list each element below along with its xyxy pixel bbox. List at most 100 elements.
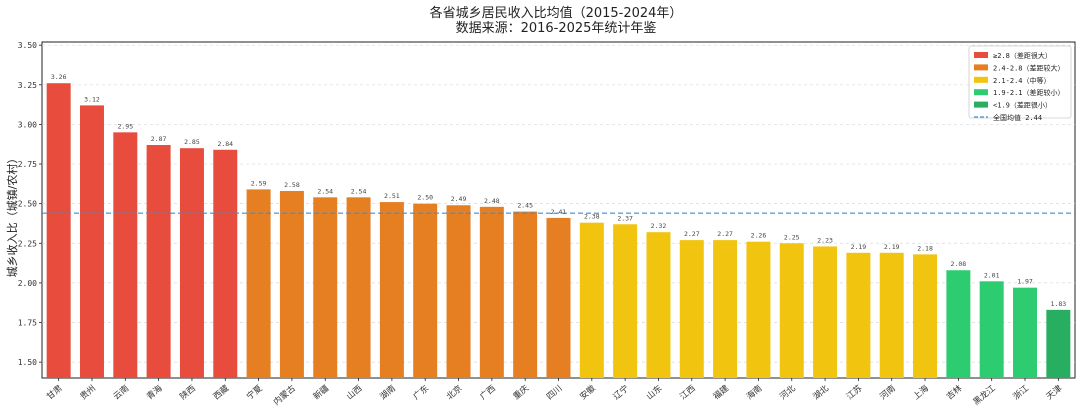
x-tick-label: 福建	[711, 383, 731, 403]
bar-value-label: 2.41	[551, 208, 567, 216]
x-tick-label: 宁夏	[244, 383, 264, 403]
y-tick-label: 3.50	[18, 41, 37, 50]
x-tick-label: 河南	[878, 383, 898, 402]
x-tick-label: 山西	[344, 383, 364, 402]
bar	[879, 252, 904, 378]
x-tick-label: 新疆	[311, 383, 331, 403]
bar-value-label: 2.58	[284, 181, 300, 189]
bar-value-label: 1.83	[1051, 300, 1067, 308]
bar	[246, 189, 271, 378]
bar-value-label: 2.48	[484, 197, 500, 205]
legend-label: 1.9-2.1（差距较小）	[993, 88, 1065, 97]
x-tick-label: 山东	[644, 383, 664, 402]
bar-value-label: 2.25	[784, 233, 800, 241]
bar-value-label: 2.37	[617, 214, 633, 222]
x-tick-label: 贵州	[78, 383, 98, 402]
bar	[513, 211, 538, 378]
bar	[313, 197, 338, 378]
bar-value-label: 3.26	[51, 73, 67, 81]
bar-value-label: 2.49	[451, 195, 467, 203]
bar-value-label: 2.08	[951, 260, 967, 268]
bar	[779, 243, 804, 378]
x-tick-label: 江苏	[844, 383, 864, 403]
bar-value-label: 1.97	[1017, 278, 1033, 286]
legend-swatch	[974, 89, 988, 96]
legend-label: 2.4-2.8（差距较大）	[993, 63, 1065, 72]
y-tick-label: 1.50	[18, 358, 37, 367]
x-tick-label: 海南	[744, 383, 764, 402]
x-tick-label: 河北	[778, 383, 798, 403]
bar-value-label: 2.32	[651, 222, 667, 230]
bar	[46, 83, 71, 378]
bar	[413, 203, 438, 378]
x-tick-label: 辽宁	[611, 383, 631, 402]
x-tick-label: 浙江	[1011, 383, 1031, 403]
bar-value-label: 2.85	[184, 138, 200, 146]
bar	[946, 270, 971, 378]
bar-value-label: 2.87	[151, 135, 167, 143]
bar	[146, 145, 171, 378]
bar-value-label: 2.19	[851, 243, 867, 251]
bar	[613, 224, 638, 378]
chart-title: 各省城乡居民收入比均值（2015-2024年）	[430, 5, 683, 21]
bar	[479, 206, 504, 378]
x-tick-label: 甘肃	[44, 383, 64, 403]
bar	[179, 148, 204, 378]
bar-value-label: 2.54	[351, 187, 367, 195]
y-tick-label: 3.00	[18, 120, 37, 129]
y-tick-label: 2.50	[18, 200, 37, 209]
legend-label: 全国均值 2.44	[993, 113, 1042, 122]
bar-value-label: 2.19	[884, 243, 900, 251]
y-tick-label: 1.75	[18, 319, 37, 328]
bar	[913, 254, 938, 378]
x-tick-label: 内蒙古	[271, 383, 298, 408]
bar-value-label: 2.38	[584, 213, 600, 221]
y-tick-label: 2.25	[18, 239, 37, 248]
legend-swatch	[974, 52, 988, 58]
bar-value-label: 2.54	[317, 187, 333, 195]
bar-value-label: 2.26	[751, 232, 767, 240]
x-tick-label: 黑龙江	[971, 383, 998, 408]
legend-label: <1.9（差距很小）	[993, 101, 1052, 110]
bar	[746, 241, 771, 378]
x-tick-label: 天津	[1044, 383, 1064, 403]
bar	[979, 281, 1004, 378]
bar-value-label: 2.95	[117, 122, 133, 130]
x-tick-label: 重庆	[511, 383, 531, 403]
x-ticks: 甘肃 贵州 云南 青海 陕西 西藏 宁夏 内蒙古 新疆 山西 湖南 广东 北京 广西 重庆 四川 安徽 辽宁 山东江…	[44, 378, 1065, 408]
x-tick-label: 广东	[411, 383, 431, 402]
bar	[346, 197, 371, 378]
bar-value-label: 2.23	[817, 236, 833, 244]
y-tick-label: 3.25	[18, 81, 37, 90]
x-tick-label: 四川	[545, 384, 564, 403]
bar-value-label: 2.45	[517, 202, 533, 210]
bar-value-label: 2.18	[917, 244, 933, 252]
bar	[1013, 287, 1038, 378]
x-tick-label: 湖南	[378, 383, 398, 402]
bar	[813, 246, 838, 378]
x-tick-label: 吉林	[944, 383, 964, 403]
x-tick-label: 青海	[144, 383, 164, 403]
legend: ≥2.8（差距很大） 2.4-2.8（差距较大） 2.1-2.4（中等） 1.9-2.…	[968, 45, 1072, 122]
bar	[646, 232, 671, 378]
legend-swatch	[974, 76, 988, 83]
chart-subtitle: 数据来源：2016-2025年统计年鉴	[456, 21, 657, 36]
bar	[379, 202, 404, 378]
bar	[713, 240, 738, 378]
x-tick-label: 上海	[911, 383, 931, 403]
legend-label: 2.1-2.4（中等）	[993, 76, 1051, 85]
x-tick-label: 西藏	[211, 383, 231, 403]
bar-value-label: 2.27	[717, 230, 733, 238]
legend-swatch	[974, 101, 988, 108]
bar-value-label: 2.01	[984, 271, 1000, 279]
bar-value-label: 2.84	[217, 140, 233, 148]
bar	[113, 132, 138, 378]
bar	[446, 205, 471, 378]
x-tick-label: 湖北	[812, 383, 832, 402]
legend-label: ≥2.8（差距很大）	[993, 51, 1052, 60]
bar	[579, 222, 604, 378]
bar	[213, 149, 238, 378]
x-tick-label: 陕西	[178, 383, 198, 402]
bar-value-label: 2.27	[684, 230, 700, 238]
